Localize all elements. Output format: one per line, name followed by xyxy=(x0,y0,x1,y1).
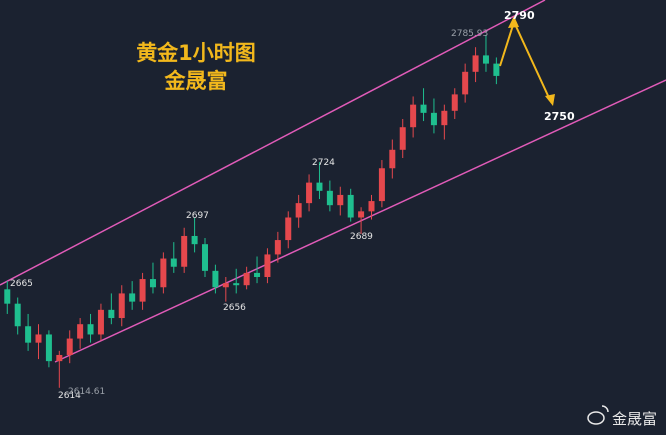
candle-body xyxy=(97,309,104,335)
candle-body xyxy=(222,283,229,288)
candle-body xyxy=(160,258,167,288)
candle-body xyxy=(493,63,500,76)
price-label: 2724 xyxy=(312,158,335,168)
candle-body xyxy=(170,258,177,267)
candle-body xyxy=(285,217,292,241)
candle-body xyxy=(274,240,281,255)
candle-body xyxy=(316,182,323,191)
candle-body xyxy=(472,55,479,72)
price-label: 2614.61 xyxy=(68,387,105,397)
candle-body xyxy=(368,201,375,212)
candle-body xyxy=(420,104,427,113)
candle-body xyxy=(430,112,437,126)
candle-body xyxy=(451,94,458,111)
candle-body xyxy=(389,149,396,169)
price-label: 2614 xyxy=(58,391,81,401)
price-label: 2665 xyxy=(10,279,33,289)
arrow-head xyxy=(545,94,555,106)
price-label: 2785.93 xyxy=(451,29,488,39)
candle-body xyxy=(347,194,354,218)
candle-body xyxy=(181,235,188,267)
candle-body xyxy=(212,270,219,288)
candle-body xyxy=(45,334,52,362)
target-label: 2790 xyxy=(504,9,535,22)
weibo-icon xyxy=(587,405,609,425)
candle-body xyxy=(56,354,63,362)
watermark: 金晟富 xyxy=(612,410,657,428)
candle-body xyxy=(129,293,136,302)
candle-body xyxy=(77,324,84,339)
candle-body xyxy=(306,182,313,204)
candle-body xyxy=(378,168,385,202)
candle-body xyxy=(410,104,417,128)
arrow-head xyxy=(508,16,519,28)
price-label: 2697 xyxy=(186,211,209,221)
price-label: 2689 xyxy=(350,232,373,242)
candle-body xyxy=(191,235,198,245)
candle-body xyxy=(108,309,115,319)
candle-body xyxy=(243,272,250,286)
candle-body xyxy=(337,194,344,206)
candle-body xyxy=(25,326,32,343)
candle-body xyxy=(441,110,448,126)
candle-body xyxy=(326,190,333,206)
candle-body xyxy=(462,71,469,95)
candle-body xyxy=(233,283,240,286)
candle-body xyxy=(139,279,146,302)
chart-subtitle: 金晟富 xyxy=(164,69,228,93)
candle-body xyxy=(66,338,73,355)
candle-body xyxy=(87,324,94,335)
candle-body xyxy=(149,279,156,288)
candle-body xyxy=(118,293,125,319)
candle-body xyxy=(482,55,489,64)
candle-body xyxy=(358,211,365,218)
target-label: 2750 xyxy=(544,110,575,123)
price-label: 2656 xyxy=(223,303,246,313)
candle-body xyxy=(399,127,406,150)
candle-body xyxy=(35,334,42,343)
candle-body xyxy=(254,272,261,278)
candle-body xyxy=(264,254,271,278)
chart-title: 黄金1小时图 xyxy=(136,41,256,65)
candle-body xyxy=(14,303,21,327)
candle-body xyxy=(202,244,209,271)
upper-channel xyxy=(0,0,546,286)
candle-body xyxy=(4,289,11,304)
lower-channel xyxy=(54,79,666,363)
candles xyxy=(4,34,500,388)
candle-body xyxy=(295,203,302,218)
